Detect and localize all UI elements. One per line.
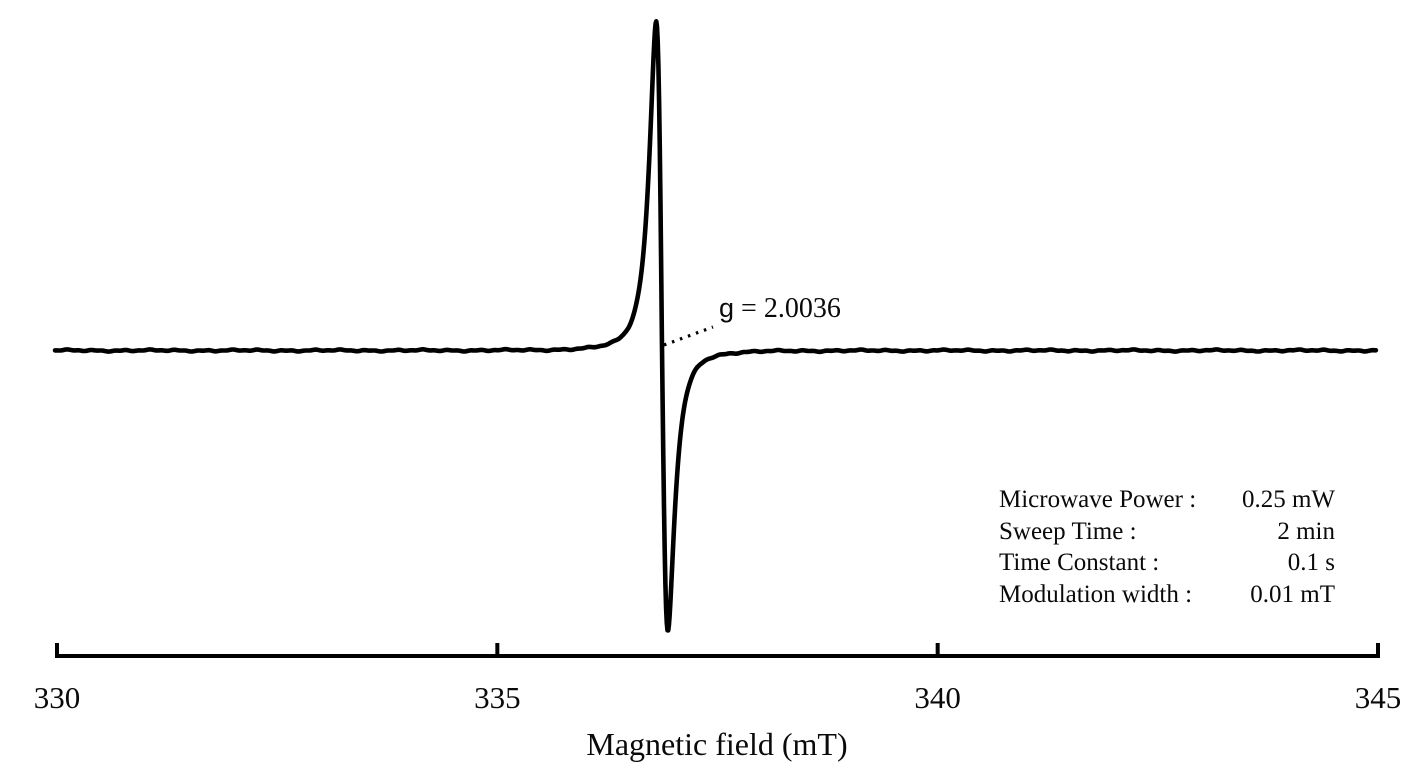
g-value-annotation: g = 2.0036: [719, 293, 841, 325]
parameter-row-sweep-time: Sweep Time : 2 min: [999, 516, 1335, 548]
acquisition-parameters: Microwave Power : 0.25 mW Sweep Time : 2…: [999, 484, 1335, 610]
g-symbol: g: [719, 293, 735, 323]
x-axis-title: Magnetic field (mT): [586, 726, 848, 762]
parameter-value: 2 min: [1277, 517, 1335, 545]
parameter-label: Modulation width :: [999, 580, 1193, 608]
parameter-row-time-constant: Time Constant : 0.1 s: [999, 547, 1335, 579]
parameter-label: Sweep Time :: [999, 517, 1137, 545]
x-tick-label-330: 330: [33, 680, 81, 715]
parameter-row-microwave-power: Microwave Power : 0.25 mW: [999, 484, 1335, 516]
parameter-value: 0.1 s: [1287, 549, 1335, 576]
parameter-label: Time Constant :: [999, 549, 1160, 576]
g-value-text: = 2.0036: [741, 293, 841, 324]
parameter-label: Microwave Power :: [999, 486, 1197, 513]
annotation-callout-line: [663, 325, 714, 347]
x-tick-label-340: 340: [914, 680, 961, 715]
parameter-value: 0.25 mW: [1241, 486, 1335, 513]
x-axis-ticks: [55, 643, 1380, 654]
spectrum-curve: [52, 19, 1379, 633]
parameter-row-modulation-width: Modulation width : 0.01 mT: [999, 579, 1335, 611]
parameter-value: 0.01 mT: [1250, 580, 1335, 608]
x-tick-label-335: 335: [474, 680, 521, 715]
x-tick-label-345: 345: [1354, 680, 1402, 715]
